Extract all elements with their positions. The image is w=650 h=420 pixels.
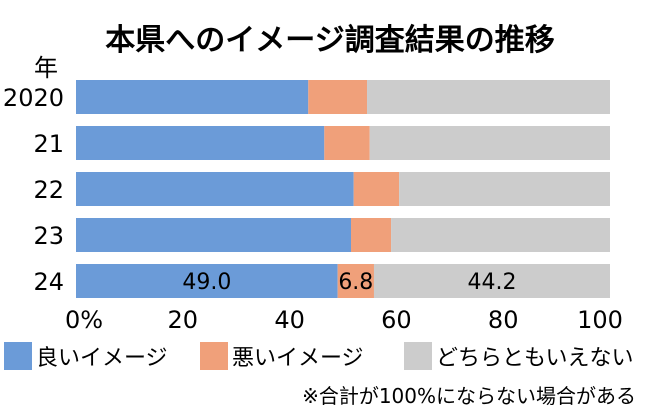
data-label-24-series-1: 49.0: [182, 270, 231, 295]
footnote: ※合計が100%にならない場合がある: [302, 384, 636, 408]
legend-label-1: 良いイメージ: [36, 346, 168, 371]
data-label-24-series-2: 6.8: [338, 270, 373, 295]
bar-21-series-2: [324, 126, 370, 160]
legend-label-2: 悪いイメージ: [232, 346, 364, 371]
category-label-22: 22: [33, 176, 64, 204]
y-axis-label: 年: [34, 54, 58, 82]
bar-24-series-3: [373, 264, 610, 298]
x-tick-label-2: 40: [274, 306, 305, 334]
bar-22-series-2: [353, 172, 400, 206]
legend-swatch-2: [200, 342, 228, 370]
bars-layer: [76, 80, 610, 298]
x-tick-label-0: 0%: [65, 306, 103, 334]
bar-23-series-1: [76, 218, 352, 252]
bar-21-series-3: [369, 126, 610, 160]
bar-22-series-1: [76, 172, 354, 206]
labels-layer: 2020 21 22 23 24 49.0 6.8 44.2: [3, 84, 517, 296]
category-label-2020: 2020: [3, 84, 64, 112]
category-label-24: 24: [33, 268, 64, 296]
x-tick-label-5: 100: [577, 306, 623, 334]
bar-2020-series-2: [308, 80, 368, 114]
x-tick-label-3: 60: [381, 306, 412, 334]
x-tick-label-1: 20: [168, 306, 199, 334]
bar-23-series-3: [391, 218, 610, 252]
category-label-23: 23: [33, 222, 64, 250]
legend: 良いイメージ 悪いイメージ どちらともいえない: [4, 342, 634, 371]
legend-swatch-1: [4, 342, 32, 370]
x-axis-ticks: 0% 20 40 60 80 100: [65, 306, 623, 334]
bar-22-series-3: [399, 172, 610, 206]
bar-2020-series-1: [76, 80, 309, 114]
legend-label-3: どちらともいえない: [436, 346, 634, 371]
legend-swatch-3: [404, 342, 432, 370]
x-tick-label-4: 80: [488, 306, 519, 334]
bar-23-series-2: [351, 218, 392, 252]
bar-24-series-2: [337, 264, 374, 298]
bar-2020-series-3: [367, 80, 610, 114]
bar-24-series-1: [76, 264, 338, 298]
data-label-24-series-3: 44.2: [467, 270, 516, 295]
chart-title: 本県へのイメージ調査結果の推移: [105, 23, 554, 58]
bar-21-series-1: [76, 126, 325, 160]
category-label-21: 21: [33, 130, 64, 158]
